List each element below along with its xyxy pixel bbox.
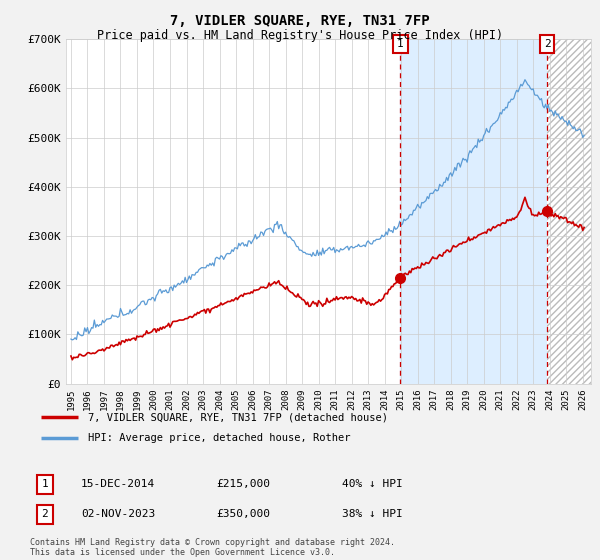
Text: Price paid vs. HM Land Registry's House Price Index (HPI): Price paid vs. HM Land Registry's House … <box>97 29 503 42</box>
Bar <box>400 39 547 384</box>
Text: 2: 2 <box>41 509 49 519</box>
Bar <box>547 39 591 384</box>
Text: 1: 1 <box>397 39 404 49</box>
Text: 38% ↓ HPI: 38% ↓ HPI <box>342 509 403 519</box>
Text: £350,000: £350,000 <box>216 509 270 519</box>
Text: HPI: Average price, detached house, Rother: HPI: Average price, detached house, Roth… <box>88 433 350 444</box>
Text: 7, VIDLER SQUARE, RYE, TN31 7FP (detached house): 7, VIDLER SQUARE, RYE, TN31 7FP (detache… <box>88 412 388 422</box>
Text: £215,000: £215,000 <box>216 479 270 489</box>
Text: 02-NOV-2023: 02-NOV-2023 <box>81 509 155 519</box>
Text: 7, VIDLER SQUARE, RYE, TN31 7FP: 7, VIDLER SQUARE, RYE, TN31 7FP <box>170 14 430 28</box>
Text: 15-DEC-2014: 15-DEC-2014 <box>81 479 155 489</box>
Text: Contains HM Land Registry data © Crown copyright and database right 2024.
This d: Contains HM Land Registry data © Crown c… <box>30 538 395 557</box>
Text: 40% ↓ HPI: 40% ↓ HPI <box>342 479 403 489</box>
Text: 2: 2 <box>544 39 550 49</box>
Text: 1: 1 <box>41 479 49 489</box>
